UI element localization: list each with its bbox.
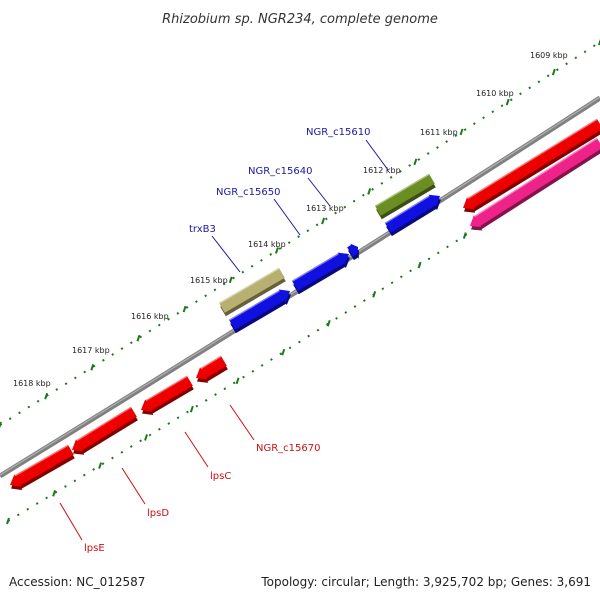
callout-line: [184, 431, 209, 468]
gene-body: [10, 445, 74, 487]
major-tick: [235, 377, 240, 385]
major-tick: [326, 319, 331, 327]
gene-lpsc[interactable]: [141, 375, 194, 415]
gene-highlight: [14, 444, 69, 477]
major-tick: [98, 462, 103, 469]
gene-lpse[interactable]: [10, 444, 75, 491]
gene-callouts: NGR_c15610 NGR_c15640 NGR_c15650 trxB3 NGR_c…: [59, 127, 389, 554]
ruler-track-lower: [7, 145, 600, 522]
major-tick: [6, 517, 10, 525]
gene-body: [72, 407, 137, 452]
gene-body: [347, 243, 358, 257]
gene-ngr-c15650[interactable]: [228, 289, 291, 334]
gene-track: [10, 118, 600, 491]
gene-body: [375, 174, 435, 216]
callout-line: [273, 198, 301, 236]
gene-body: [219, 268, 285, 313]
gene-body: [470, 138, 600, 228]
major-tick: [598, 38, 600, 46]
gene-lpsd[interactable]: [72, 406, 138, 455]
gene-highlight: [228, 290, 280, 321]
gene-body: [385, 194, 440, 233]
scale-label: 1616 kbp: [131, 312, 169, 321]
gene-ngr-c15610[interactable]: [374, 173, 436, 220]
gene-highlight: [467, 118, 598, 200]
gene-highlight: [218, 267, 280, 304]
gene-body: [292, 252, 349, 291]
major-tick: [44, 392, 49, 400]
gene-unnamed-9[interactable]: [470, 137, 600, 231]
accession-text: Accession: NC_012587: [9, 575, 145, 589]
scale-label: 1611 kbp: [420, 128, 458, 137]
major-tick: [367, 188, 372, 195]
scale-label: 1612 kbp: [363, 166, 401, 175]
gene-highlight: [374, 173, 430, 207]
gene-trxb3[interactable]: [218, 267, 286, 317]
major-tick: [321, 217, 326, 225]
gene-highlight: [291, 253, 339, 282]
scale-label: 1618 kbp: [13, 379, 51, 388]
major-tick: [52, 490, 57, 497]
gene-label[interactable]: NGR_c15610: [306, 127, 371, 138]
gene-label[interactable]: NGR_c15640: [248, 166, 313, 177]
gene-ngr-c15640[interactable]: [291, 252, 350, 295]
callout-line: [307, 177, 331, 207]
scale-labels: 1609 kbp 1610 kbp 1611 kbp 1612 kbp 1613 kbp…: [13, 51, 568, 388]
scale-label: 1614 kbp: [248, 240, 286, 249]
scale-label: 1617 kbp: [72, 346, 110, 355]
callout-line: [211, 235, 241, 273]
gene-label[interactable]: NGR_c15650: [216, 187, 281, 198]
callout-line: [59, 502, 83, 541]
major-tick: [551, 68, 556, 76]
gene-highlight: [384, 195, 430, 224]
gene-label[interactable]: NGR_c15670: [256, 443, 321, 454]
gene-label[interactable]: lpsE: [84, 543, 105, 554]
scale-label: 1610 kbp: [476, 89, 514, 98]
major-tick: [274, 247, 279, 254]
scale-label: 1613 kbp: [306, 204, 344, 213]
topology-text: Topology: circular; Length: 3,925,702 bp…: [260, 575, 591, 589]
callout-line: [229, 404, 255, 441]
major-tick: [413, 158, 418, 166]
major-tick: [0, 421, 2, 429]
gene-label[interactable]: lpsD: [147, 508, 169, 519]
major-tick: [459, 128, 464, 136]
gene-body: [196, 356, 227, 380]
scale-label: 1615 kbp: [190, 276, 228, 285]
gene-unnamed-11[interactable]: [347, 243, 359, 261]
major-tick: [144, 434, 148, 441]
major-tick: [505, 98, 510, 106]
ruler-track-upper: [0, 41, 600, 426]
callout-line: [365, 139, 389, 171]
scale-label: 1609 kbp: [530, 51, 568, 60]
major-tick: [182, 305, 187, 313]
major-tick: [228, 276, 233, 284]
major-tick: [462, 232, 467, 239]
major-tick: [281, 348, 286, 356]
gene-highlight: [145, 375, 188, 402]
gene-body: [463, 119, 600, 210]
major-tick: [189, 405, 194, 413]
gene-body: [229, 289, 290, 330]
major-tick: [136, 334, 141, 342]
gene-highlight: [474, 137, 598, 218]
gene-unnamed-10[interactable]: [384, 194, 441, 237]
gene-label[interactable]: lpsC: [210, 471, 231, 482]
gene-highlight: [76, 406, 132, 442]
gene-ngr-c15670[interactable]: [196, 355, 228, 383]
gene-unnamed-8[interactable]: [463, 118, 600, 213]
callout-line: [121, 467, 146, 505]
page-title: Rhizobium sp. NGR234, complete genome: [162, 12, 438, 27]
major-tick: [372, 290, 377, 298]
gene-body: [141, 376, 193, 412]
gene-label[interactable]: trxB3: [189, 224, 216, 235]
gene-highlight: [200, 355, 222, 370]
major-tick: [90, 363, 95, 371]
major-tick: [417, 261, 422, 269]
